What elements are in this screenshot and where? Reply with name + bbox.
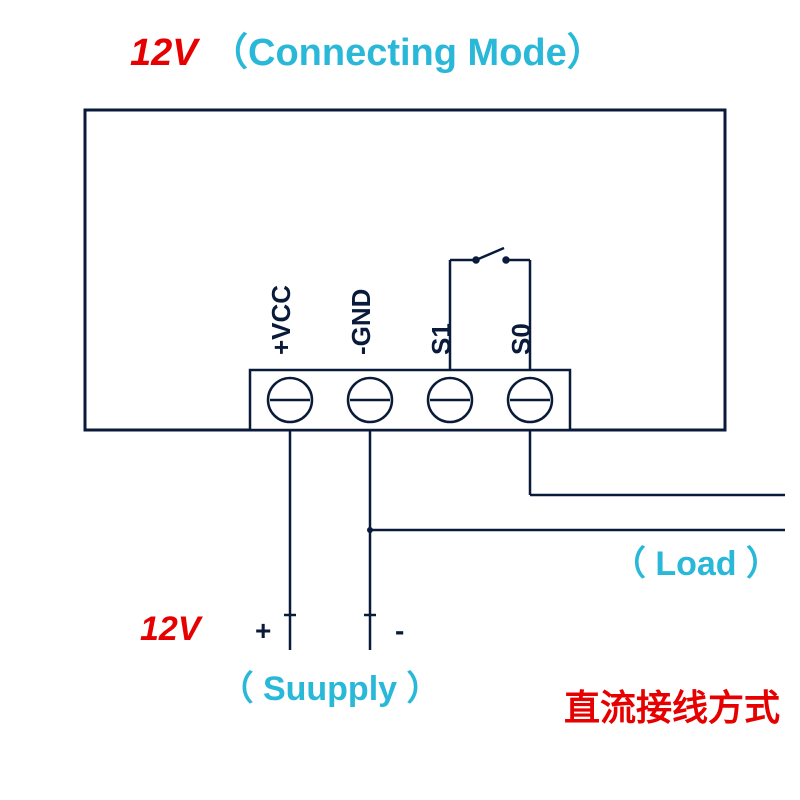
title-voltage: 12V	[130, 32, 200, 74]
label-chinese: 直流接线方式	[564, 687, 780, 728]
label-plus: +	[255, 615, 271, 646]
label-supply: （ Suupply ）	[220, 669, 441, 708]
label-s1: S1	[426, 323, 456, 355]
terminal-gnd	[348, 378, 392, 422]
label-gnd: -GND	[346, 289, 376, 355]
title-mode: （Connecting Mode）	[210, 32, 605, 74]
terminal-s1	[428, 378, 472, 422]
label-minus: -	[395, 615, 404, 646]
external-wires	[284, 430, 785, 650]
label-load: （ Load ）	[612, 544, 780, 583]
label-voltage-bottom: 12V	[140, 610, 204, 648]
label-vcc: +VCC	[266, 285, 296, 355]
terminal-vcc	[268, 378, 312, 422]
terminal-s0	[508, 378, 552, 422]
label-s0: S0	[506, 323, 536, 355]
